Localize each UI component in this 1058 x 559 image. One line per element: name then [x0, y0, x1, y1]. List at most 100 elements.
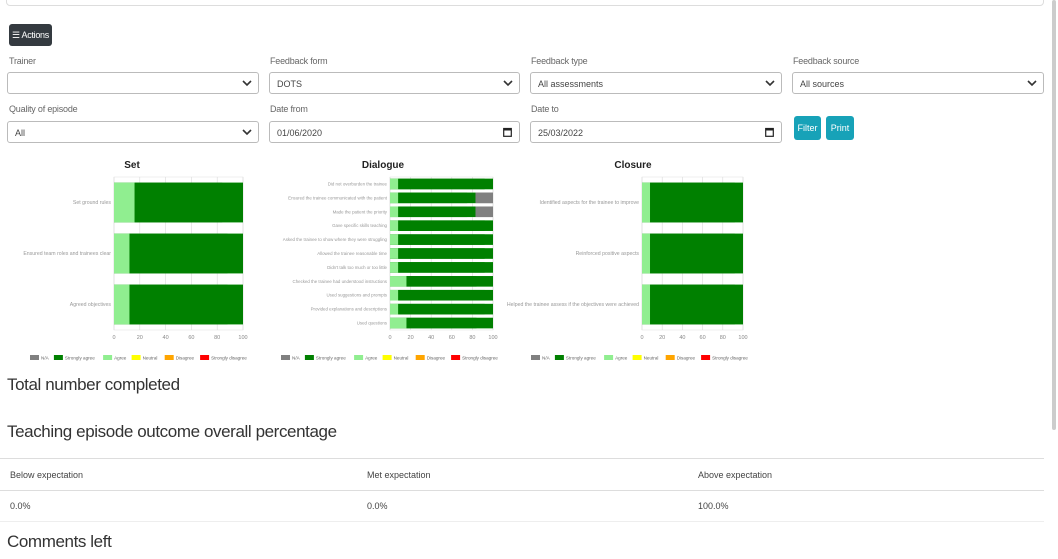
calendar-icon[interactable]	[503, 127, 512, 137]
bar-segment-agree	[390, 234, 399, 245]
legend-label: Strongly disagree	[712, 356, 748, 361]
bar-segment-agree	[390, 220, 399, 231]
top-panel-border	[6, 0, 1044, 6]
category-label: Didn't talk too much or too little	[327, 265, 387, 270]
comments-heading: Comments left	[7, 532, 112, 551]
date-from-input[interactable]: 01/06/2020	[269, 121, 520, 143]
bar-segment-strongly-agree	[406, 317, 493, 329]
x-tick-label: 100	[738, 335, 747, 341]
bar-segment-na	[475, 192, 493, 204]
legend-swatch	[164, 355, 174, 360]
x-tick-label: 0	[112, 335, 115, 341]
category-label: Asked the trainee to show where they wer…	[283, 237, 388, 242]
chevron-down-icon	[765, 80, 775, 87]
category-label: Provided explanations and descriptions	[311, 307, 388, 312]
bar-segment-strongly-agree	[129, 233, 243, 274]
bar-segment-agree	[390, 262, 399, 273]
filter-button[interactable]: Filter	[794, 116, 821, 140]
legend-swatch	[382, 355, 392, 360]
feedback-form-select[interactable]: DOTS	[269, 72, 520, 94]
chevron-down-icon	[242, 80, 252, 87]
bar-segment-strongly-agree	[134, 182, 243, 223]
x-tick-label: 60	[188, 335, 194, 341]
bar-segment-strongly-agree	[650, 284, 743, 325]
x-tick-label: 0	[640, 335, 643, 341]
legend-label: Neutral	[644, 356, 659, 361]
print-button[interactable]: Print	[826, 116, 854, 140]
table-cell-above: 100.0%	[688, 490, 1044, 522]
x-tick-label: 80	[469, 335, 475, 341]
feedback-source-value: All sources	[800, 79, 845, 89]
legend-swatch	[701, 355, 711, 360]
table-cell-below: 0.0%	[0, 490, 357, 522]
legend-label: N/A	[41, 356, 50, 361]
chart-title: Dialogue	[362, 160, 405, 171]
quality-value: All	[15, 128, 26, 138]
legend-swatch	[354, 355, 364, 360]
chevron-down-icon	[1027, 80, 1037, 87]
category-label: Made the patient the priority	[333, 209, 388, 214]
table-cell-met: 0.0%	[357, 490, 688, 522]
bar-segment-agree	[390, 317, 407, 329]
chevron-down-icon	[503, 80, 513, 87]
charts-area: Set 0 20 40 60 80 100 Set ground rules Ensured t…	[23, 160, 748, 361]
x-tick-label: 40	[679, 335, 685, 341]
x-tick-label: 40	[163, 335, 169, 341]
bar-segment-strongly-agree	[650, 233, 743, 274]
legend-label: Strongly agree	[566, 356, 596, 361]
date-from-value: 01/06/2020	[277, 128, 323, 138]
total-completed-heading: Total number completed	[7, 375, 180, 394]
calendar-icon[interactable]	[765, 127, 774, 137]
bar-segment-strongly-agree	[398, 178, 493, 190]
legend-swatch	[30, 355, 39, 360]
x-tick-label: 40	[428, 335, 434, 341]
feedback-type-label: Feedback type	[531, 56, 588, 66]
date-from-label: Date from	[270, 104, 308, 114]
quality-select[interactable]: All	[7, 121, 259, 143]
actions-button[interactable]: ☰ Actions	[9, 24, 52, 46]
legend-label: Strongly disagree	[211, 356, 247, 361]
legend-swatch	[451, 355, 461, 360]
bar-segment-agree	[390, 289, 399, 301]
quality-label: Quality of episode	[9, 104, 78, 114]
feedback-type-select[interactable]: All assessments	[530, 72, 782, 94]
x-tick-label: 20	[408, 335, 414, 341]
bar-segment-agree	[390, 192, 399, 204]
x-tick-label: 100	[488, 335, 497, 341]
bar-segment-agree	[390, 276, 407, 287]
feedback-source-select[interactable]: All sources	[792, 72, 1044, 94]
category-label: Identified aspects for the trainee to im…	[540, 200, 640, 206]
legend-label: N/A	[542, 356, 551, 361]
legend-label: Neutral	[394, 356, 409, 361]
legend-label: Strongly disagree	[462, 356, 498, 361]
bar-segment-agree	[642, 284, 651, 325]
chevron-down-icon	[242, 129, 252, 136]
legend-swatch	[531, 355, 540, 360]
legend-label: Disagree	[427, 356, 446, 361]
legend-swatch	[554, 355, 564, 360]
legend-label: Strongly agree	[65, 356, 95, 361]
category-label: Set ground rules	[73, 200, 111, 206]
category-label: Used questions	[357, 321, 388, 326]
outcome-table: Below expectation Met expectation Above …	[0, 458, 1044, 522]
bar-segment-agree	[114, 182, 135, 223]
category-label: Ensured the trainee communicated with th…	[288, 195, 388, 200]
category-label: Allowed the trainee reasonable time	[317, 251, 387, 256]
bar-segment-agree	[390, 178, 399, 190]
bar-segment-agree	[390, 248, 399, 259]
legend-swatch	[281, 355, 290, 360]
x-tick-label: 80	[214, 335, 220, 341]
legend-swatch	[103, 355, 113, 360]
date-to-input[interactable]: 25/03/2022	[530, 121, 782, 143]
bar-segment-strongly-agree	[129, 284, 243, 325]
bar-segment-agree	[114, 284, 130, 325]
legend-swatch	[415, 355, 425, 360]
bar-segment-strongly-agree	[398, 206, 476, 218]
trainer-select[interactable]	[7, 72, 259, 94]
bar-segment-agree	[390, 206, 399, 218]
feedback-form-label: Feedback form	[270, 56, 328, 66]
bar-segment-strongly-agree	[398, 192, 476, 204]
x-tick-label: 20	[659, 335, 665, 341]
vertical-scrollbar[interactable]	[1052, 0, 1056, 430]
x-tick-label: 20	[137, 335, 143, 341]
